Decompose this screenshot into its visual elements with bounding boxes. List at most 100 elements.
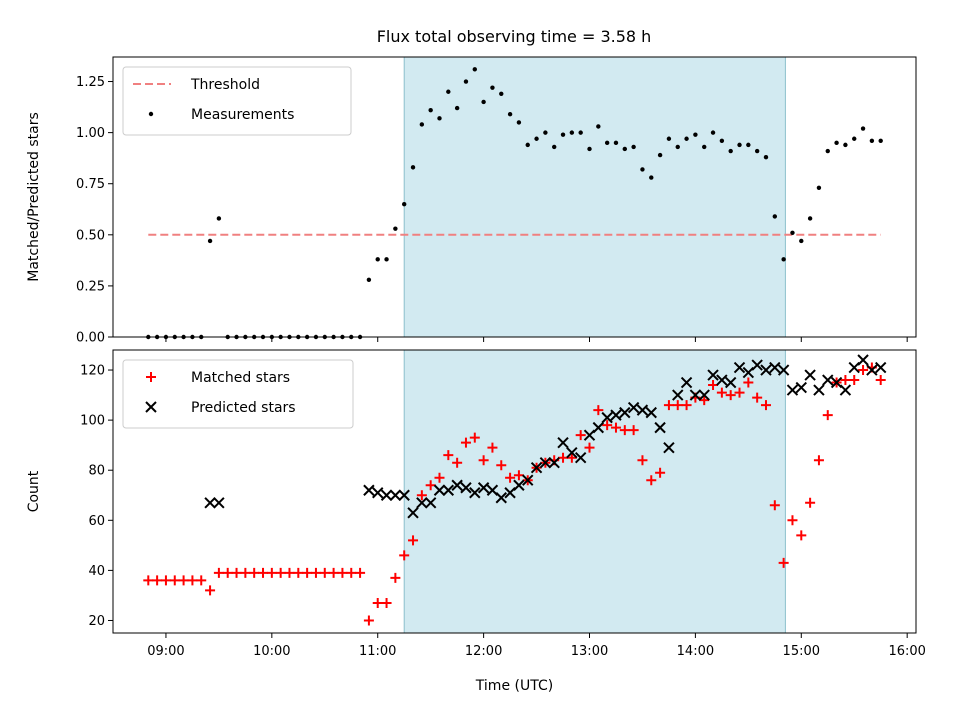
bottom-matched-stars-point	[575, 430, 586, 441]
bottom-matched-stars-point	[646, 475, 657, 486]
top-measurements-point	[366, 277, 372, 282]
bottom-predicted-stars-point	[627, 401, 640, 414]
top-legend-measurements-swatch	[148, 111, 154, 117]
bottom-matched-stars-point	[760, 400, 771, 411]
bottom-matched-stars-point	[558, 452, 569, 463]
top-measurements-point	[207, 238, 213, 244]
bottom-predicted-stars-point	[433, 484, 446, 496]
top-measurements-point	[569, 130, 575, 135]
bottom-y-tick-label: 60	[88, 514, 105, 529]
top-measurements-point	[869, 138, 875, 143]
bottom-predicted-stars-point	[416, 497, 428, 509]
bottom-matched-stars-point	[178, 575, 189, 586]
top-legend-box	[122, 66, 352, 136]
top-measurements-point	[437, 116, 442, 121]
bottom-predicted-stars-point	[424, 497, 437, 509]
top-measurements-point	[852, 136, 857, 141]
bottom-x-tick-label: 15:00	[783, 644, 820, 659]
bottom-matched-stars-point	[337, 567, 348, 578]
bottom-matched-stars-point	[513, 470, 524, 481]
top-measurements-point	[428, 107, 433, 113]
top-measurements-point	[746, 142, 751, 148]
bottom-matched-stars-point	[187, 575, 198, 586]
bottom-predicted-stars-point	[213, 497, 225, 509]
bottom-matched-stars-point	[496, 460, 507, 471]
top-measurements-point	[702, 144, 707, 150]
bottom-matched-stars-point	[381, 597, 392, 608]
bottom-predicted-stars-point	[716, 374, 728, 386]
top-measurements-point	[375, 257, 380, 262]
bottom-predicted-stars-point	[857, 354, 869, 366]
bottom-matched-stars-point	[699, 395, 710, 406]
bottom-matched-stars-point	[408, 535, 419, 546]
bottom-predicted-stars-point	[610, 409, 622, 421]
bottom-x-axis-label: Time (UTC)	[475, 678, 553, 694]
bottom-matched-stars-point	[672, 400, 683, 411]
top-measurements-point	[516, 120, 522, 125]
bottom-y-tick-label: 120	[80, 364, 105, 379]
top-measurements-point	[649, 175, 654, 180]
top-measurements-point	[825, 148, 830, 154]
bottom-predicted-stars-point	[477, 482, 490, 494]
top-measurements-point	[781, 257, 786, 262]
top-measurements-point	[560, 132, 566, 137]
bottom-predicted-stars-point	[724, 376, 737, 389]
bottom-matched-stars-point	[478, 455, 489, 466]
top-measurements-point	[384, 257, 389, 262]
bottom-predicted-stars-point	[619, 406, 631, 419]
top-y-axis-label: Matched/Predicted stars	[26, 112, 42, 282]
bottom-matched-stars-point	[434, 472, 445, 483]
bottom-matched-stars-point	[566, 452, 577, 463]
bottom-matched-stars-point	[734, 387, 745, 398]
top-measurements-point	[843, 142, 848, 148]
top-legend-threshold-label: Threshold	[190, 77, 260, 93]
bottom-predicted-stars-point	[751, 359, 763, 371]
bottom-matched-stars-point	[796, 530, 807, 541]
top-measurements-point	[543, 130, 548, 135]
top-observing-span	[403, 56, 786, 338]
bottom-matched-stars-point	[610, 422, 621, 433]
top-legend-measurements-label: Measurements	[191, 107, 294, 123]
bottom-predicted-stars-point	[698, 389, 710, 401]
top-measurements-point	[754, 148, 760, 154]
bottom-predicted-stars-point	[777, 364, 790, 376]
bottom-matched-stars-point	[769, 500, 780, 511]
bottom-x-tick-label: 09:00	[147, 644, 184, 659]
top-y-tick-label: 0.25	[76, 279, 105, 294]
bottom-y-axis-label: Count	[26, 470, 42, 512]
bottom-matched-stars-point	[363, 615, 374, 626]
bottom-predicted-stars-point	[442, 484, 455, 496]
top-measurements-point	[772, 214, 778, 219]
top-measurements-point	[216, 216, 222, 221]
bottom-matched-stars-point	[284, 567, 295, 578]
bottom-y-tick-label: 100	[80, 414, 105, 429]
top-measurements-point	[578, 130, 583, 135]
bottom-axes-frame	[112, 349, 917, 634]
top-measurements-point	[499, 91, 504, 96]
bottom-matched-stars-point	[619, 425, 630, 436]
bottom-y-tick-label: 40	[88, 564, 105, 579]
bottom-predicted-stars-point	[522, 474, 534, 486]
top-measurements-point	[552, 144, 557, 150]
bottom-predicted-stars-point	[548, 456, 560, 469]
bottom-legend-predicted-stars-swatch	[145, 401, 157, 413]
bottom-predicted-stars-point	[204, 497, 216, 509]
bottom-matched-stars-point	[663, 400, 674, 411]
bottom-y-tick-label: 20	[88, 614, 105, 629]
bottom-matched-stars-point	[460, 437, 471, 448]
bottom-matched-stars-point	[725, 390, 736, 401]
bottom-matched-stars-point	[293, 567, 304, 578]
top-measurements-point	[834, 140, 839, 146]
bottom-predicted-stars-point	[469, 487, 481, 499]
top-measurements-point	[419, 122, 425, 127]
bottom-panel: 20 40 60 80 100 120 09:00 10:00 11:00 12:00 13:00 1…	[26, 349, 926, 694]
bottom-matched-stars-point	[240, 567, 251, 578]
top-measurements-point	[604, 140, 610, 146]
bottom-matched-stars-point	[231, 567, 242, 578]
top-axes-frame	[112, 56, 917, 338]
bottom-matched-stars-point	[584, 442, 595, 453]
top-measurements-point	[410, 165, 416, 170]
bottom-predicted-stars-point	[813, 384, 825, 396]
bottom-predicted-stars-point	[839, 384, 852, 396]
bottom-predicted-stars-point	[513, 479, 525, 491]
